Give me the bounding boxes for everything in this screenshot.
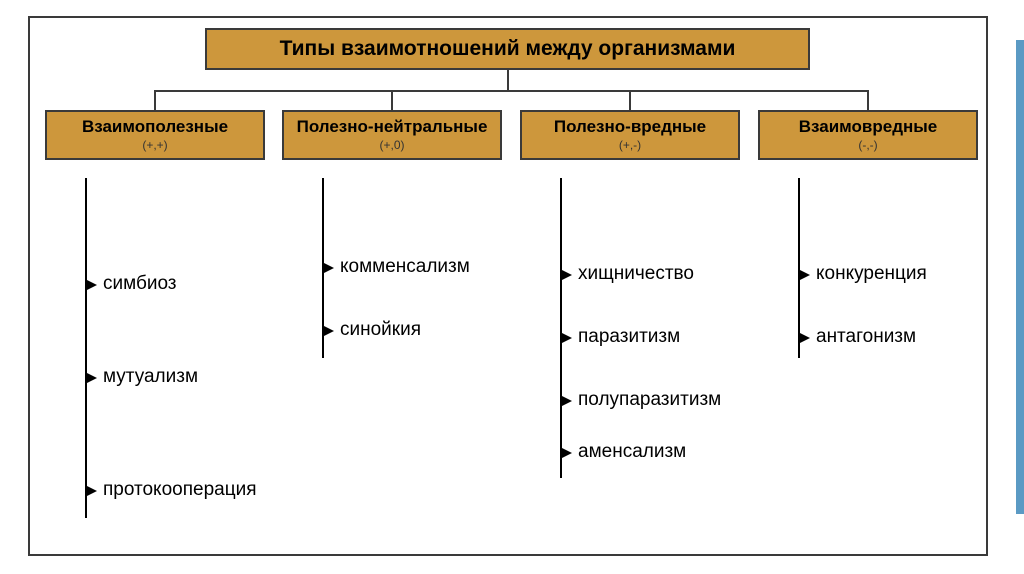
arrow-icon xyxy=(562,333,572,343)
category-box: Взаимополезные (+,+) xyxy=(45,110,265,160)
category-sublabel: (+,0) xyxy=(379,139,404,152)
item-label: хищничество xyxy=(578,263,694,285)
category-sublabel: (+,+) xyxy=(142,139,167,152)
category-sublabel: (-,-) xyxy=(858,139,877,152)
category-spine xyxy=(560,178,562,478)
item-label: комменсализм xyxy=(340,256,470,278)
item-label: конкуренция xyxy=(816,263,927,285)
cat-connector xyxy=(391,90,393,110)
connector-bus xyxy=(155,90,868,92)
arrow-icon xyxy=(324,326,334,336)
arrow-icon xyxy=(324,263,334,273)
arrow-icon xyxy=(800,333,810,343)
category-label: Полезно-нейтральные xyxy=(297,118,488,137)
category-box: Взаимовредные (-,-) xyxy=(758,110,978,160)
cat-connector xyxy=(154,90,156,110)
category-label: Взаимовредные xyxy=(799,118,937,137)
category-spine xyxy=(798,178,800,358)
accent-strip xyxy=(1016,40,1024,514)
item-label: аменсализм xyxy=(578,441,686,463)
item-label: паразитизм xyxy=(578,326,680,348)
item-label: мутуализм xyxy=(103,366,198,388)
category-box: Полезно-нейтральные (+,0) xyxy=(282,110,502,160)
category-sublabel: (+,-) xyxy=(619,139,641,152)
title-text: Типы взаимотношений между организмами xyxy=(280,37,736,61)
arrow-icon xyxy=(800,270,810,280)
item-label: антагонизм xyxy=(816,326,916,348)
category-box: Полезно-вредные (+,-) xyxy=(520,110,740,160)
arrow-icon xyxy=(87,373,97,383)
cat-connector xyxy=(629,90,631,110)
arrow-icon xyxy=(562,396,572,406)
diagram-title: Типы взаимотношений между организмами xyxy=(205,28,810,70)
diagram-frame: Типы взаимотношений между организмами Вз… xyxy=(28,16,988,556)
arrow-icon xyxy=(562,270,572,280)
arrow-icon xyxy=(87,280,97,290)
item-label: протокооперация xyxy=(103,479,257,501)
category-label: Полезно-вредные xyxy=(554,118,706,137)
item-label: полупаразитизм xyxy=(578,389,721,411)
item-label: симбиоз xyxy=(103,273,177,295)
cat-connector xyxy=(867,90,869,110)
arrow-icon xyxy=(87,486,97,496)
category-spine xyxy=(85,178,87,518)
title-stub xyxy=(507,70,509,90)
item-label: синойкия xyxy=(340,319,421,341)
category-label: Взаимополезные xyxy=(82,118,228,137)
arrow-icon xyxy=(562,448,572,458)
